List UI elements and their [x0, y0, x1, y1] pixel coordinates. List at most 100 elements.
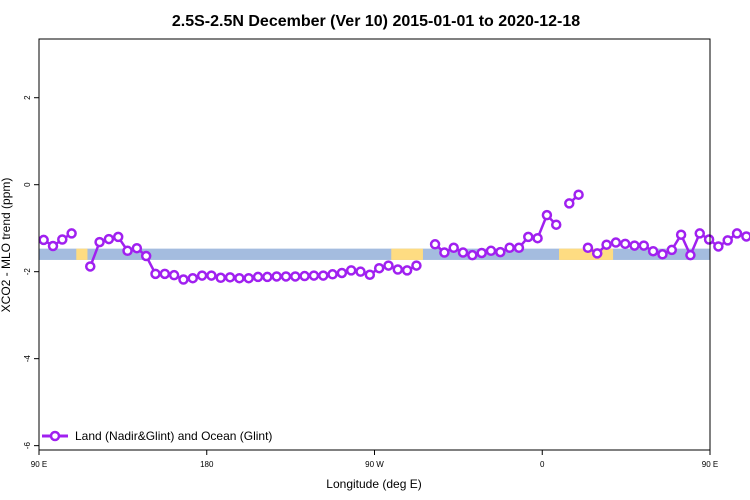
data-point: [47, 240, 59, 252]
data-point: [85, 261, 96, 272]
data-point: [610, 237, 622, 248]
data-point: [280, 271, 292, 282]
background-band: [39, 248, 710, 260]
data-point: [629, 240, 640, 251]
data-point: [666, 244, 678, 256]
y-tick-label: -2: [23, 268, 32, 276]
data-point: [731, 228, 743, 239]
x-tick-label: 180: [200, 460, 214, 469]
land-band-1: [391, 248, 423, 260]
data-point: [66, 228, 77, 239]
data-point: [429, 239, 441, 250]
data-point: [345, 265, 357, 276]
data-point: [38, 234, 49, 246]
data-point: [94, 236, 105, 248]
x-tick-label: 90 E: [702, 460, 718, 469]
data-point: [741, 231, 750, 242]
x-tick-label: 0: [540, 460, 545, 469]
data-point: [657, 249, 668, 260]
data-point: [178, 274, 189, 285]
land-band-0: [76, 248, 88, 260]
data-point: [262, 271, 273, 283]
y-axis-ticks: 2 0 -2 -4 -6: [23, 95, 39, 449]
data-point: [573, 189, 584, 200]
data-point: [485, 245, 497, 257]
data-point: [601, 239, 612, 250]
data-point: [448, 242, 459, 254]
ocean-band: [39, 248, 710, 260]
data-point: [57, 234, 68, 245]
data-point: [401, 265, 413, 276]
data-point: [675, 229, 687, 240]
data-point: [327, 269, 338, 280]
data-point: [215, 272, 226, 284]
data-point: [252, 271, 264, 283]
x-tick-label: 90 E: [31, 460, 47, 469]
y-tick-label: 2: [23, 95, 32, 100]
y-tick-label: -4: [23, 355, 32, 363]
data-point: [224, 272, 236, 283]
data-point: [336, 267, 348, 279]
data-point: [373, 262, 385, 274]
data-point: [694, 228, 705, 239]
data-point: [467, 249, 478, 261]
data-point: [271, 271, 282, 282]
data-point: [532, 232, 543, 244]
legend-marker: [49, 430, 61, 442]
data-point: [564, 198, 575, 209]
legend-label: Land (Nadir&Glint) and Ocean (Glint): [75, 429, 272, 443]
data-point: [103, 233, 115, 245]
x-axis-label: Longitude (deg E): [326, 477, 421, 491]
data-point: [638, 240, 650, 251]
data-point: [457, 247, 469, 258]
data-point: [713, 241, 724, 252]
data-point: [159, 268, 171, 280]
chart-title: 2.5S-2.5N December (Ver 10) 2015-01-01 t…: [172, 13, 580, 30]
data-point: [206, 270, 217, 281]
data-point: [619, 238, 631, 250]
data-point: [476, 247, 487, 259]
data-point: [168, 269, 180, 281]
y-tick-label: -6: [23, 442, 32, 450]
data-point: [513, 242, 525, 254]
data-point: [243, 272, 254, 284]
land-band-2: [559, 248, 614, 260]
y-axis-label: XCO2 - MLO trend (ppm): [0, 178, 13, 313]
data-point: [439, 247, 450, 258]
data-point: [591, 248, 603, 259]
data-point: [582, 242, 594, 254]
series-line-segment-0: [43, 232, 73, 248]
data-point: [187, 272, 199, 284]
data-point: [685, 249, 696, 261]
data-point: [392, 264, 404, 275]
data-point: [140, 250, 152, 262]
x-tick-label: 90 W: [365, 460, 384, 469]
y-tick-label: 0: [23, 182, 32, 187]
data-point: [131, 242, 143, 254]
data-point: [150, 268, 161, 280]
data-point: [504, 242, 515, 254]
data-point: [523, 231, 534, 243]
data-point: [383, 260, 394, 271]
data-point: [308, 270, 320, 281]
data-point: [290, 271, 301, 282]
data-point: [112, 231, 124, 243]
data-point: [234, 272, 245, 284]
data-point: [411, 260, 422, 271]
data-point: [299, 270, 310, 282]
data-point: [495, 246, 506, 258]
data-point: [122, 245, 133, 257]
data-point: [355, 266, 366, 277]
data-point: [722, 235, 733, 246]
legend: Land (Nadir&Glint) and Ocean (Glint): [42, 429, 272, 443]
data-point: [550, 219, 562, 230]
data-point: [541, 209, 553, 221]
data-point: [196, 270, 208, 281]
series-layer: [38, 189, 750, 285]
data-point: [703, 234, 715, 245]
x-axis-ticks: 90 E 180 90 W 0 90 E: [31, 450, 718, 469]
data-point: [647, 245, 659, 257]
data-point: [364, 269, 376, 280]
data-point: [317, 270, 329, 281]
